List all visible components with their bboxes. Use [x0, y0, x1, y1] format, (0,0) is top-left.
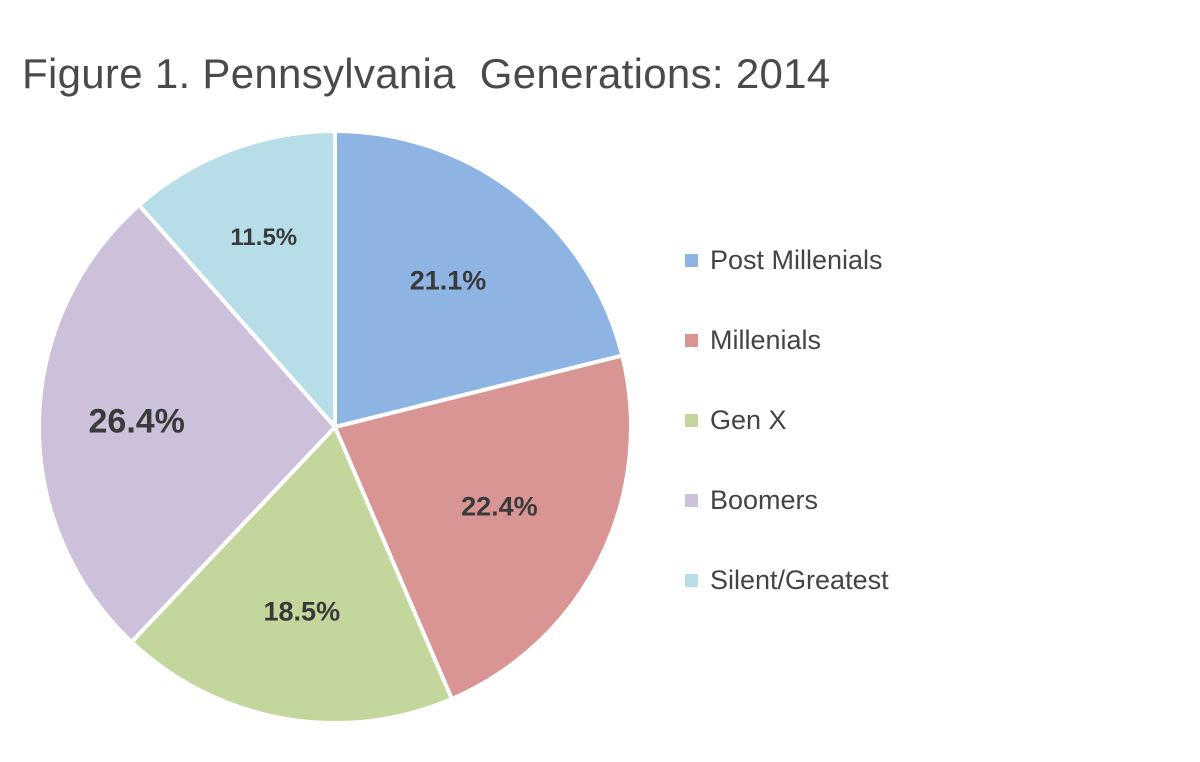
pie-chart: 21.1% 22.4% 18.5% 26.4% 11.5% — [37, 129, 633, 725]
data-label-gen-x: 18.5% — [264, 597, 341, 627]
legend-label: Gen X — [710, 404, 787, 435]
legend-item-post-millenials: Post Millenials — [685, 240, 889, 280]
legend: Post Millenials Millenials Gen X Boomers Sil… — [685, 240, 889, 640]
pie-slice-gen-x — [129, 425, 454, 725]
legend-label: Millenials — [710, 324, 822, 355]
legend-item-silent-greatest: Silent/Greatest — [685, 560, 889, 600]
pie-slice-boomers — [37, 203, 337, 644]
legend-swatch — [685, 253, 698, 267]
legend-item-boomers: Boomers — [685, 480, 889, 520]
legend-label: Boomers — [710, 484, 819, 515]
chart-title: Figure 1. Pennsylvania Generations: 2014 — [22, 50, 831, 97]
legend-swatch — [685, 493, 698, 507]
legend-swatch — [685, 333, 698, 347]
legend-swatch — [685, 573, 698, 587]
pie-slices — [37, 129, 633, 725]
pie-slice-silent-greatest — [137, 129, 337, 429]
legend-item-millenials: Millenials — [685, 320, 889, 360]
pie-data-labels: 21.1% 22.4% 18.5% 26.4% 11.5% — [89, 224, 538, 627]
pie-slice-millenials — [333, 353, 633, 701]
data-label-silent-greatest: 11.5% — [230, 224, 297, 251]
legend-label: Post Millenials — [710, 244, 883, 275]
data-label-millenials: 22.4% — [461, 492, 538, 522]
legend-swatch — [685, 413, 698, 427]
legend-label: Silent/Greatest — [710, 564, 889, 595]
pie-slice-post-millenials — [333, 129, 625, 429]
data-label-boomers: 26.4% — [89, 403, 185, 441]
legend-item-gen-x: Gen X — [685, 400, 889, 440]
data-label-post-millenials: 21.1% — [410, 266, 487, 296]
